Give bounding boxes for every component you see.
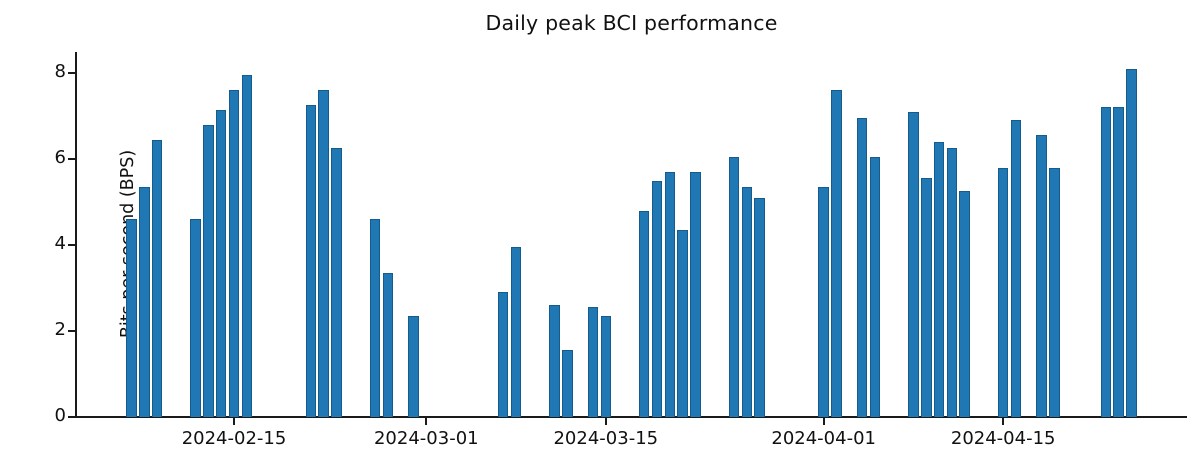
x-tick-mark	[425, 418, 428, 425]
bar-2024-04-05	[869, 156, 881, 417]
bar-2024-03-08	[510, 247, 522, 417]
x-tick-label: 2024-04-01	[771, 428, 876, 449]
y-tick-mark	[68, 330, 75, 332]
bar-2024-03-07	[497, 292, 509, 417]
bar-2024-04-23	[1100, 107, 1112, 417]
y-tick-mark	[68, 244, 75, 246]
bar-2024-02-13	[203, 124, 214, 417]
bar-2024-02-07	[126, 219, 137, 417]
bar-2024-04-11	[946, 148, 958, 418]
bar-2024-04-25	[1126, 68, 1137, 417]
bar-2024-03-14	[587, 307, 599, 417]
y-tick-label: 2	[54, 319, 66, 340]
x-tick-label: 2024-04-15	[950, 428, 1056, 449]
bar-2024-02-14	[215, 109, 227, 417]
bar-2024-02-15	[228, 90, 240, 417]
bar-2024-02-09	[151, 139, 163, 417]
y-axis-spine	[75, 52, 77, 418]
y-tick-label: 6	[54, 147, 66, 168]
bar-2024-03-18	[638, 210, 650, 417]
bar-2024-02-12	[190, 219, 201, 417]
bar-2024-03-20	[664, 171, 676, 417]
bar-2024-04-01	[818, 187, 829, 417]
bar-2024-02-29	[408, 315, 419, 417]
bar-2024-03-22	[690, 171, 701, 417]
bar-2024-04-09	[921, 178, 932, 417]
y-tick-label: 8	[54, 61, 66, 82]
x-tick-label: 2024-02-15	[181, 428, 287, 449]
x-tick-mark	[604, 418, 607, 425]
bar-2024-03-21	[677, 230, 688, 417]
chart-title: Daily peak BCI performance	[485, 11, 778, 35]
bar-2024-02-21	[305, 105, 317, 418]
bar-2024-02-22	[318, 90, 329, 417]
bar-2024-02-08	[139, 187, 150, 417]
bar-2024-03-11	[549, 305, 560, 417]
bar-2024-04-10	[933, 141, 945, 417]
bar-2024-04-18	[1036, 135, 1047, 417]
bar-2024-03-12	[562, 350, 573, 417]
bar-2024-03-25	[728, 156, 740, 417]
bar-2024-02-26	[369, 219, 381, 417]
y-tick-mark	[68, 416, 75, 418]
bar-2024-04-08	[908, 111, 919, 417]
x-tick-mark	[822, 418, 825, 425]
y-tick-label: 4	[54, 233, 66, 254]
y-tick-mark	[68, 158, 75, 160]
bar-2024-03-19	[651, 180, 663, 417]
y-tick-label: 0	[54, 405, 66, 426]
y-tick-mark	[68, 72, 75, 74]
bar-2024-04-24	[1113, 107, 1124, 417]
bar-2024-04-04	[856, 118, 868, 417]
bar-2024-04-19	[1049, 167, 1060, 417]
x-tick-mark	[1002, 418, 1005, 425]
x-tick-label: 2024-03-01	[373, 428, 479, 449]
bar-2024-02-23	[331, 148, 342, 418]
bar-2024-03-26	[741, 187, 753, 417]
bar-2024-04-02	[831, 90, 842, 417]
bar-2024-03-15	[600, 315, 612, 417]
bar-2024-03-27	[754, 197, 765, 417]
x-tick-mark	[233, 418, 235, 425]
bar-2024-02-16	[241, 75, 253, 417]
bar-2024-04-15	[997, 167, 1009, 417]
bar-2024-02-27	[382, 272, 394, 417]
bar-2024-04-16	[1010, 120, 1022, 417]
x-axis-spine	[75, 416, 1187, 418]
bar-2024-04-12	[959, 191, 970, 418]
x-tick-label: 2024-03-15	[553, 428, 659, 449]
